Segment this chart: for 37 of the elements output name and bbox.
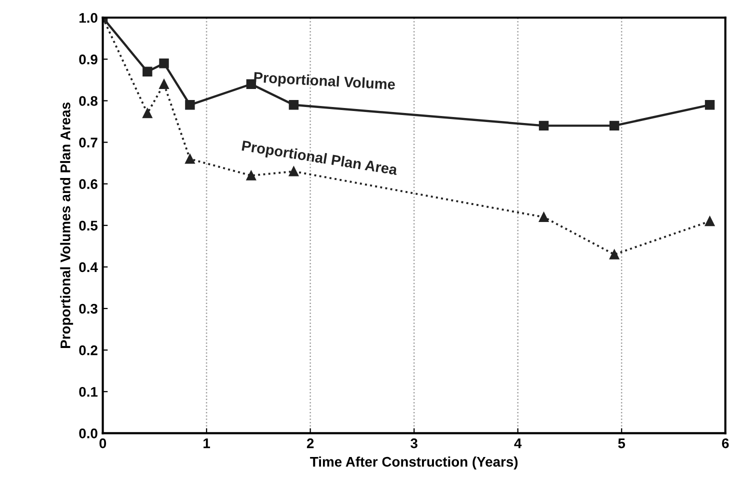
point [142,108,152,118]
x-tick-label: 2 [306,438,314,448]
series-label: Proportional Volume [254,72,396,93]
y-tick-label: 0.7 [79,138,98,148]
x-tick-label: 3 [410,438,418,448]
point [142,66,152,77]
point [159,79,169,89]
y-tick-label: 0.8 [79,96,98,106]
x-axis-title: Time After Construction (Years) [310,456,518,470]
x-tick-label: 6 [722,438,729,448]
point [609,250,620,260]
y-tick-label: 0.2 [79,345,98,356]
point [185,154,195,164]
point [704,100,715,110]
x-tick-label: 4 [514,438,522,448]
point [704,216,715,226]
point [288,166,299,176]
x-tick-label: 0 [99,438,106,448]
point [538,212,549,222]
y-tick-label: 0.0 [79,428,98,438]
x-tick-label: 1 [204,438,210,448]
point [246,170,256,180]
y-axis-title: Proportional Volumes and Plan Areas [60,102,74,348]
y-tick-label: 0.6 [79,179,98,190]
y-tick-label: 0.3 [79,304,98,314]
x-tick-label: 5 [618,438,626,448]
y-tick-label: 0.5 [79,220,98,231]
y-tick-label: 0.1 [79,386,98,397]
point [538,120,549,131]
y-tick-label: 1.0 [79,12,98,23]
point [609,120,620,131]
y-tick-label: 0.9 [79,54,98,64]
point [288,100,299,110]
point [159,58,169,68]
text: Proportional Plan Area [241,140,398,178]
y-tick-label: 0.4 [79,262,98,272]
point [185,100,195,110]
